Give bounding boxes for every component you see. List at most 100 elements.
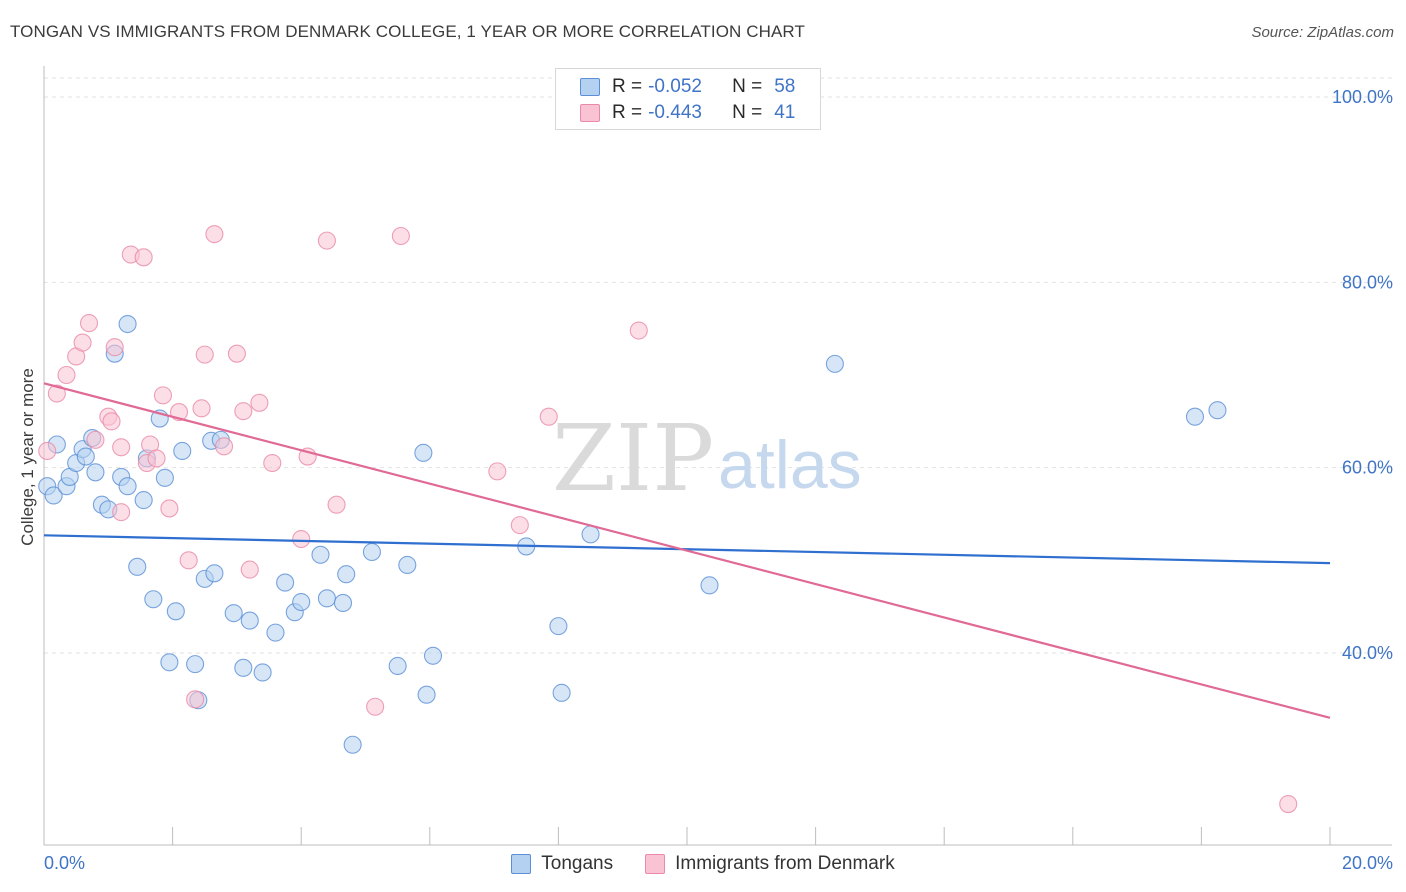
r-value: -0.052 bbox=[648, 76, 702, 97]
tongans-point bbox=[276, 573, 295, 592]
denmark-point bbox=[179, 551, 198, 570]
denmark-point bbox=[366, 697, 385, 716]
stats-row-tongans: R = -0.052 N = 58 bbox=[580, 75, 795, 99]
tongans-point bbox=[134, 491, 153, 510]
tongans-point bbox=[144, 590, 163, 609]
y-tick-label: 100.0% bbox=[1332, 87, 1393, 107]
denmark-point bbox=[147, 449, 166, 468]
denmark-point bbox=[195, 345, 214, 364]
denmark-point bbox=[102, 412, 121, 431]
tongans-point bbox=[118, 477, 137, 496]
denmark-point bbox=[86, 430, 105, 449]
denmark-point bbox=[263, 453, 282, 473]
denmark-point bbox=[47, 384, 66, 403]
tongans-point bbox=[160, 653, 179, 672]
chart-source: Source: ZipAtlas.com bbox=[1251, 24, 1394, 41]
n-value: 58 bbox=[774, 76, 796, 97]
r-label: R = bbox=[612, 102, 643, 123]
watermark-atlas: atlas bbox=[718, 427, 862, 503]
tongans-point bbox=[76, 447, 95, 466]
tongans-point bbox=[398, 555, 417, 575]
denmark-point bbox=[1279, 794, 1298, 814]
tongans-point bbox=[552, 683, 571, 702]
r-value: -0.443 bbox=[648, 102, 702, 123]
legend-item-denmark[interactable]: Immigrants from Denmark bbox=[645, 853, 895, 875]
tongans-point bbox=[343, 735, 362, 754]
denmark-point bbox=[112, 438, 131, 457]
tongans-point bbox=[240, 611, 259, 630]
watermark: ZIP atlas bbox=[552, 405, 862, 512]
tongans-point bbox=[166, 602, 185, 621]
tongans-point bbox=[224, 604, 243, 623]
denmark-point bbox=[317, 231, 336, 250]
denmark-point bbox=[510, 516, 529, 535]
denmark-swatch bbox=[580, 104, 600, 122]
tongans-point bbox=[417, 685, 436, 704]
tongans-point bbox=[253, 663, 272, 682]
tongans-point bbox=[311, 545, 330, 564]
y-axis-label: College, 1 year or more bbox=[18, 368, 37, 546]
denmark-point bbox=[292, 529, 311, 549]
tongans-point bbox=[234, 658, 253, 677]
tongans-legend-swatch bbox=[511, 854, 532, 874]
y-tick-label: 60.0% bbox=[1342, 458, 1393, 478]
denmark-point bbox=[153, 386, 173, 405]
denmark-point bbox=[629, 321, 648, 340]
n-label: N = bbox=[732, 102, 763, 123]
tongans-point bbox=[581, 525, 600, 544]
x-tick-label: 0.0% bbox=[44, 853, 85, 873]
denmark-point bbox=[214, 437, 234, 456]
denmark-point bbox=[112, 503, 131, 522]
denmark-point bbox=[205, 225, 224, 244]
tongans-point bbox=[337, 565, 356, 584]
stats-row-denmark: R = -0.443 N = 41 bbox=[580, 101, 795, 125]
tick-label-layer: 40.0% 60.0% 80.0% 100.0% 0.0% 20.0% bbox=[44, 87, 1393, 873]
tongans-swatch bbox=[580, 78, 600, 96]
tongans-point bbox=[423, 646, 443, 665]
denmark-point bbox=[79, 314, 99, 333]
tongans-trend-line bbox=[43, 534, 1331, 565]
y-tick-label: 40.0% bbox=[1342, 643, 1393, 663]
denmark-point bbox=[38, 441, 57, 461]
tongans-point bbox=[155, 468, 174, 487]
denmark-point bbox=[192, 399, 211, 418]
n-label: N = bbox=[732, 76, 763, 97]
legend: Tongans Immigrants from Denmark bbox=[0, 852, 1406, 876]
tongans-point bbox=[825, 354, 844, 373]
denmark-point bbox=[105, 338, 124, 357]
denmark-point bbox=[539, 407, 558, 426]
tongans-point bbox=[173, 441, 192, 461]
denmark-point bbox=[234, 402, 253, 421]
tongans-point bbox=[44, 486, 63, 505]
n-value: 41 bbox=[774, 102, 796, 123]
tongans-point bbox=[388, 656, 407, 676]
legend-label-tongans: Tongans bbox=[541, 853, 614, 874]
tongans-point bbox=[549, 617, 568, 636]
x-tick-label: 20.0% bbox=[1342, 853, 1393, 873]
denmark-point bbox=[227, 344, 246, 363]
denmark-point bbox=[186, 690, 205, 709]
denmark-point bbox=[250, 393, 269, 412]
denmark-legend-swatch bbox=[645, 854, 666, 874]
denmark-point bbox=[134, 248, 153, 267]
trend-layer bbox=[43, 382, 1331, 719]
denmark-point bbox=[327, 495, 346, 514]
legend-item-tongans[interactable]: Tongans bbox=[511, 853, 613, 875]
tongans-point bbox=[317, 589, 336, 608]
tongans-point bbox=[700, 576, 719, 595]
tongans-point bbox=[86, 463, 105, 482]
denmark-point bbox=[391, 226, 410, 246]
tongans-point bbox=[414, 443, 433, 462]
chart-title: TONGAN VS IMMIGRANTS FROM DENMARK COLLEG… bbox=[10, 22, 805, 41]
tongans-point bbox=[1185, 407, 1205, 426]
legend-label-denmark: Immigrants from Denmark bbox=[675, 853, 895, 874]
tongans-point bbox=[333, 593, 353, 613]
stats-box: R = -0.052 N = 58 R = -0.443 N = 41 bbox=[555, 68, 821, 130]
tongans-point bbox=[292, 592, 311, 612]
y-tick-label: 80.0% bbox=[1342, 272, 1393, 292]
tongans-point bbox=[362, 542, 381, 562]
denmark-point bbox=[73, 333, 92, 352]
points-layer bbox=[38, 225, 1298, 814]
denmark-point bbox=[488, 462, 507, 481]
